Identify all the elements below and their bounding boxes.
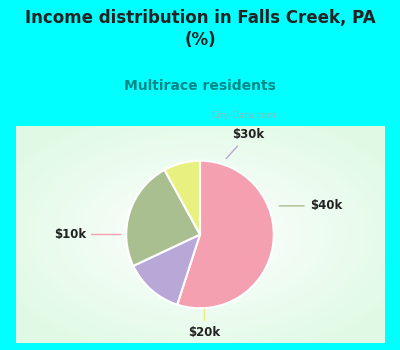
- Wedge shape: [177, 161, 274, 308]
- Text: Income distribution in Falls Creek, PA
(%): Income distribution in Falls Creek, PA (…: [25, 9, 375, 49]
- Text: $30k: $30k: [226, 128, 264, 159]
- Wedge shape: [126, 170, 200, 266]
- Text: City-Data.com: City-Data.com: [211, 111, 276, 120]
- Wedge shape: [133, 234, 200, 304]
- Text: $10k: $10k: [54, 228, 121, 241]
- Text: Multirace residents: Multirace residents: [124, 79, 276, 93]
- Text: $20k: $20k: [188, 309, 220, 339]
- Text: $40k: $40k: [279, 199, 342, 212]
- Wedge shape: [164, 161, 200, 234]
